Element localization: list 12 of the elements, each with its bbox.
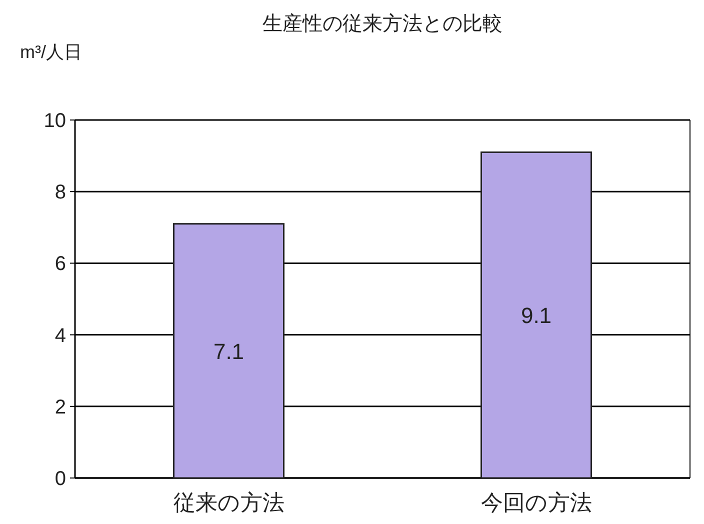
chart-title: 生産性の従来方法との比較: [262, 12, 502, 35]
y-tick-label: 8: [54, 182, 66, 204]
y-tick-label: 10: [44, 110, 66, 132]
y-tick-label: 0: [54, 468, 66, 490]
x-tick-label: 従来の方法: [173, 490, 284, 515]
x-tick-label: 今回の方法: [480, 490, 592, 515]
y-tick-label: 6: [54, 253, 66, 276]
y-tick-label: 2: [54, 396, 66, 418]
data-label: 9.1: [520, 303, 552, 328]
y-axis-title: m³/人日: [20, 42, 82, 62]
y-tick-label: 4: [54, 324, 66, 347]
data-label: 7.1: [213, 338, 244, 364]
